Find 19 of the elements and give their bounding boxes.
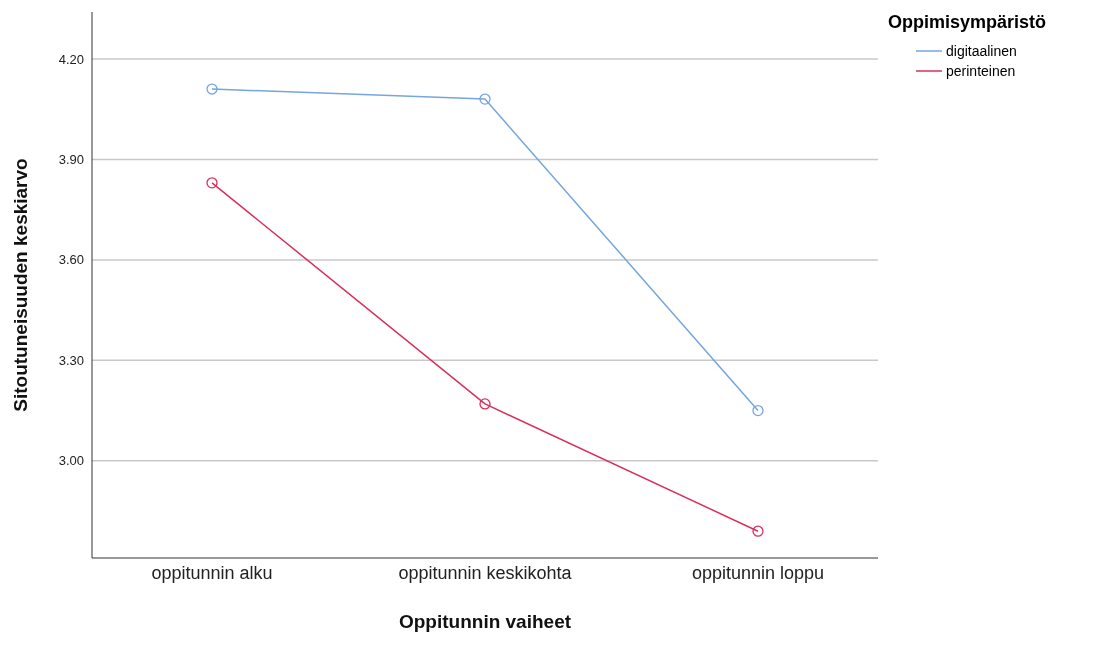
x-tick-label: oppitunnin alku [151,562,273,583]
y-tick-label: 3.00 [58,453,84,469]
x-tick-label: oppitunnin loppu [691,562,825,583]
point [752,525,764,537]
x-axis-title: Oppitunnin vaiheet [398,611,572,632]
legend-label: digitaalinen [946,43,1017,59]
y-tick-label: 3.30 [58,352,84,368]
y-tick-label: 3.90 [58,152,84,167]
x-tick-label: oppitunnin keskikohta [398,562,573,583]
y-tick-label: 3.60 [58,252,84,268]
point [206,177,218,189]
point [206,83,218,95]
legend-label: perinteinen [946,63,1016,79]
legend-title: Oppimisympäristö [888,12,1048,33]
point [479,93,491,105]
point [479,398,491,410]
point [752,404,764,417]
y-tick-label: 4.20 [58,51,84,67]
y-axis-title: Sitoutuneisuuden keskiarvo [9,158,31,412]
